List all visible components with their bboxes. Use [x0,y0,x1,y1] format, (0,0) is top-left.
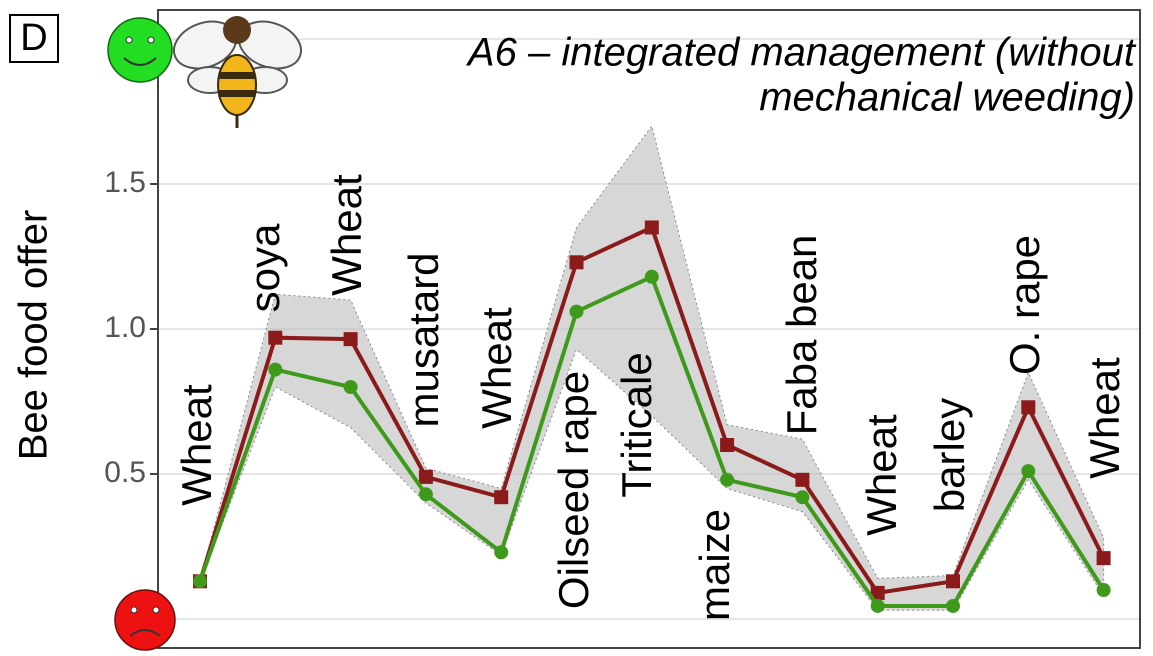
point [570,255,584,269]
category-label: Wheat [173,384,220,506]
chart-title: A6 – integrated management (without [466,31,1137,75]
point [494,545,508,559]
point [645,270,659,284]
category-label: Faba bean [778,235,825,436]
y-tick-label: 0.5 [104,456,146,489]
category-label: barley [926,398,973,512]
point [1021,400,1035,414]
category-label: Wheat [473,307,520,429]
sad-face [115,590,175,650]
point [193,574,207,588]
y-tick-label: 1.0 [104,311,146,344]
point [344,380,358,394]
category-label: Oilseed rape [550,371,597,609]
category-label: musatard [400,252,447,427]
point [645,221,659,235]
y-axis-label: Bee food offer [12,210,56,461]
point [946,574,960,588]
point [1021,464,1035,478]
category-label: maize [691,509,738,621]
category-label: soya [241,223,288,312]
point [1097,551,1111,565]
point [946,599,960,613]
point [419,470,433,484]
point [494,490,508,504]
category-label: Wheat [1081,357,1128,479]
point [720,473,734,487]
chart-title: mechanical weeding) [759,76,1135,120]
point [268,363,282,377]
point [344,332,358,346]
point [871,599,885,613]
category-label: Triticale [613,352,660,497]
point [795,490,809,504]
point [795,473,809,487]
point [720,438,734,452]
category-label: Wheat [858,414,905,536]
point [268,331,282,345]
category-label: O. rape [1001,235,1048,375]
point [419,487,433,501]
category-label: Wheat [323,174,370,296]
point [1097,583,1111,597]
point [570,305,584,319]
y-tick-label: 1.5 [104,166,146,199]
panel-tag: D [20,17,47,59]
happy-face [108,18,172,82]
chart: 0.0.51.01.52WheatsoyaWheatmusatardWheatO… [0,0,1153,656]
